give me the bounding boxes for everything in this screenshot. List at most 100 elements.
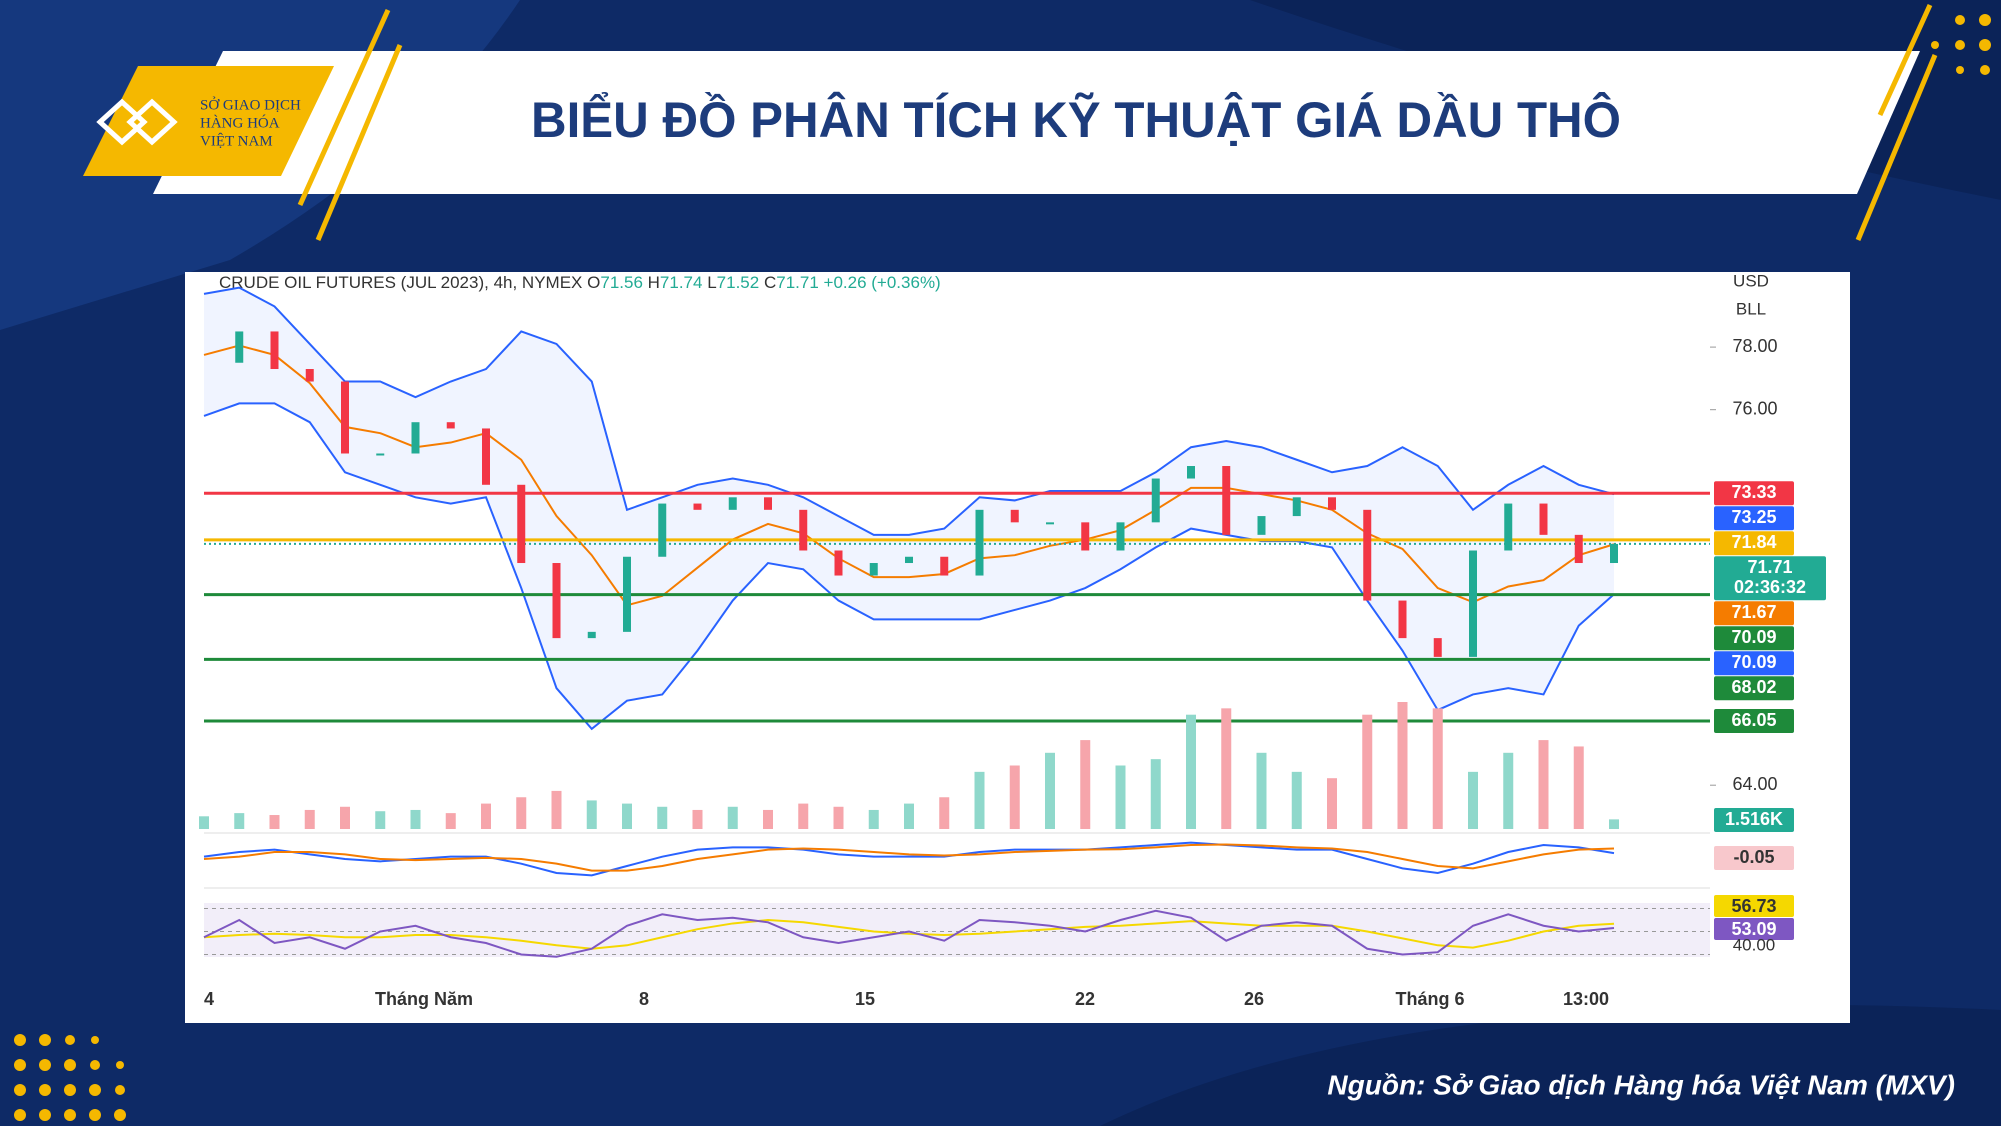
candle: [1398, 600, 1407, 639]
price-label: 56.73: [1731, 896, 1776, 916]
volume-bar: [1432, 708, 1443, 829]
change: +0.26: [824, 273, 867, 292]
change-pct: (+0.36%): [871, 273, 940, 292]
volume-bar: [763, 809, 773, 829]
price-label-box: [1714, 601, 1794, 626]
x-tick-label: 4: [204, 989, 214, 1009]
rsi-tick-label: 40.00: [1733, 935, 1776, 954]
x-tick-label: 15: [855, 989, 875, 1009]
candle: [1610, 543, 1618, 564]
logo-mark: [96, 98, 178, 146]
volume-bar: [1327, 778, 1337, 829]
ohlc-name: L: [707, 273, 716, 292]
price-label-box: [1714, 676, 1794, 701]
candle: [1363, 509, 1372, 601]
candle: [975, 509, 984, 576]
candle: [623, 556, 631, 632]
x-tick-label: 26: [1244, 989, 1264, 1009]
candle: [235, 331, 244, 363]
candle: [764, 497, 772, 510]
candle: [799, 509, 808, 551]
candle: [376, 453, 385, 456]
price-label: -0.05: [1733, 847, 1774, 867]
volume-bar: [868, 809, 879, 829]
volume-bar: [1221, 708, 1232, 829]
volume-bar: [1045, 752, 1055, 829]
volume-bar: [1115, 765, 1126, 829]
x-tick-label: 8: [639, 989, 649, 1009]
volume-bar: [1256, 752, 1267, 829]
bg-shape: [1100, 1004, 2001, 1126]
price-label-box: [1714, 846, 1794, 870]
volume-bar: [1538, 740, 1549, 829]
volume-bar: [1186, 714, 1196, 829]
price-label: 71.84: [1731, 532, 1776, 552]
volume-bar: [1080, 740, 1091, 829]
ohlc-value: 71.52: [717, 273, 760, 292]
price-label-box: [1714, 651, 1794, 676]
y-tick-label: 78.00: [1732, 336, 1777, 356]
price-label-box: [1714, 808, 1794, 832]
candle: [446, 422, 455, 429]
header-band: [153, 51, 1920, 194]
volume-bar: [657, 806, 668, 829]
price-label: 70.09: [1731, 627, 1776, 647]
price-label-box: [1714, 531, 1794, 556]
chart-header: CRUDE OIL FUTURES (JUL 2023), 4h, NYMEX …: [219, 273, 941, 292]
volume-bar: [622, 803, 632, 829]
price-label-box: [1714, 895, 1794, 917]
candle: [1151, 478, 1160, 523]
price-label-box: [1714, 918, 1794, 940]
price-label: 68.02: [1731, 677, 1776, 697]
volume-bar: [410, 809, 421, 829]
band-upper: [203, 286, 1615, 536]
volume-bar: [798, 803, 809, 829]
logo-text: HÀNG HÓA: [200, 114, 280, 131]
candle: [411, 422, 420, 454]
rsi-ma: [203, 918, 1615, 950]
candle: [552, 563, 561, 639]
price-label: 73.33: [1731, 482, 1776, 502]
chart: CRUDE OIL FUTURES (JUL 2023), 4h, NYMEX …: [199, 271, 1826, 1009]
price-label-box: [1714, 626, 1794, 651]
rsi-band: [204, 903, 1710, 957]
candle: [940, 556, 949, 576]
volume-bar: [904, 803, 914, 829]
y-tick-label: 64.00: [1732, 774, 1777, 794]
volume-bar: [340, 806, 350, 829]
x-tick-label: 22: [1075, 989, 1095, 1009]
price-label-box: [1714, 506, 1794, 531]
page-title: BIỂU ĐỒ PHÂN TÍCH KỸ THUẬT GIÁ DẦU THÔ: [531, 91, 1621, 148]
unit: BLL: [1736, 299, 1766, 318]
candle: [305, 369, 314, 382]
price-label: 70.09: [1731, 652, 1776, 672]
volume-bar: [1362, 714, 1373, 829]
logo-text: SỞ GIAO DỊCH: [200, 96, 301, 113]
candle: [869, 563, 878, 576]
ohlc-name: O: [587, 273, 600, 292]
instrument: CRUDE OIL FUTURES (JUL 2023), 4h, NYMEX: [219, 273, 582, 292]
x-tick-label: Tháng Năm: [375, 989, 473, 1009]
y-tick-label: 76.00: [1732, 398, 1777, 418]
candle: [1328, 497, 1336, 510]
currency: USD: [1733, 271, 1769, 290]
volume-bar: [551, 790, 562, 829]
candle: [517, 484, 526, 564]
candle: [1222, 466, 1231, 535]
ohlc-name: C: [764, 273, 776, 292]
candle: [587, 631, 596, 639]
band-lower: [203, 402, 1615, 731]
volume-bar: [692, 809, 703, 829]
price-label: 53.09: [1731, 919, 1776, 939]
macd-signal: [203, 843, 1615, 872]
volume-bar: [234, 813, 245, 829]
candle: [834, 550, 843, 576]
price-label-box: [1714, 709, 1794, 734]
candle: [658, 503, 667, 557]
volume-bar: [586, 800, 597, 829]
price-label-box: [1714, 481, 1794, 506]
candle: [1257, 516, 1266, 535]
volume-bar: [516, 797, 527, 829]
volume-bar: [833, 806, 844, 829]
volume-bar: [304, 809, 315, 829]
